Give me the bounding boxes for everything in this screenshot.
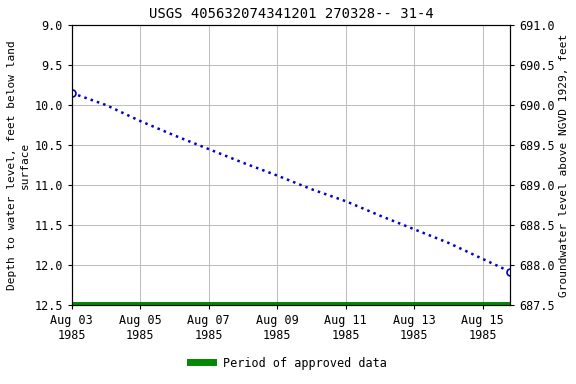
Y-axis label: Depth to water level, feet below land
surface: Depth to water level, feet below land su… <box>7 40 30 290</box>
Legend: Period of approved data: Period of approved data <box>185 352 391 374</box>
Title: USGS 405632074341201 270328-- 31-4: USGS 405632074341201 270328-- 31-4 <box>149 7 433 21</box>
Y-axis label: Groundwater level above NGVD 1929, feet: Groundwater level above NGVD 1929, feet <box>559 33 569 297</box>
